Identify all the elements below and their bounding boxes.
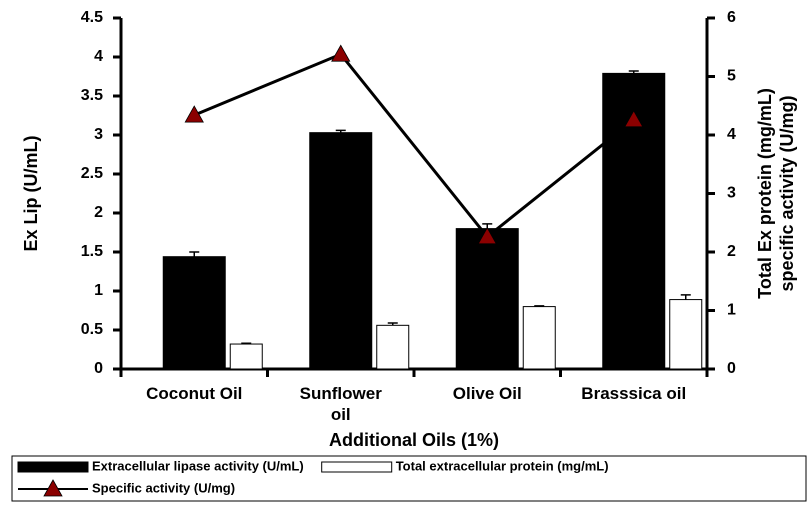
y-tick-label: 3.5: [81, 87, 103, 104]
y-tick-label: 2.5: [81, 165, 103, 182]
error-bar: [335, 129, 346, 133]
error-bar: [628, 70, 639, 74]
y2-tick-label: 2: [727, 243, 736, 260]
x-tick-label-box: Coconut Oil: [146, 384, 243, 403]
y2-tick-label: 5: [727, 68, 736, 85]
y-tick-label: 1: [94, 282, 103, 299]
legend-swatch: [17, 461, 89, 473]
x-tick-label: Sunflower oil: [299, 384, 382, 424]
y2-axis-title: specific activity (U/mg): [777, 95, 797, 291]
x-tick-label-box: Brasssica oil: [581, 384, 687, 403]
bar: [669, 299, 703, 370]
y-tick-label: 4.5: [81, 9, 103, 26]
error-bar: [680, 294, 691, 300]
legend-swatch: [321, 461, 393, 473]
y2-axis-title: Total Ex protein (mg/mL): [755, 88, 775, 299]
legend-label: Extracellular lipase activity (U/mL): [92, 458, 304, 473]
bar: [376, 324, 410, 370]
y-tick-label: 0: [94, 360, 103, 377]
y2-tick-label: 0: [727, 360, 736, 377]
y2-tick-label: 1: [727, 302, 736, 319]
y-tick-label: 3: [94, 126, 103, 143]
y-tick-label: 0.5: [81, 321, 103, 338]
legend-label: Total extracellular protein (mg/mL): [396, 458, 609, 473]
x-tick-label: Coconut Oil: [146, 384, 243, 403]
x-tick-label-box: Olive Oil: [452, 384, 522, 403]
bar: [309, 132, 373, 370]
bar: [229, 343, 263, 370]
line-marker: [331, 44, 351, 62]
y-tick-label: 4: [94, 48, 103, 65]
error-bar: [241, 342, 252, 345]
line: [193, 52, 635, 239]
x-tick-label: Brasssica oil: [581, 384, 687, 403]
bar: [522, 306, 556, 370]
y2-tick-label: 6: [727, 9, 736, 26]
error-bar: [534, 305, 545, 307]
legend-box: [11, 455, 807, 502]
line-marker: [184, 105, 204, 123]
line-marker: [624, 109, 644, 128]
y-tick-label: 1.5: [81, 243, 103, 260]
y2-tick-label: 4: [727, 126, 736, 143]
error-bar: [189, 251, 200, 257]
y-axis-title: Ex Lip (U/mL): [21, 135, 41, 251]
error-bar: [387, 322, 398, 326]
line-marker: [477, 226, 497, 245]
y2-tick-label: 3: [727, 185, 736, 202]
x-tick-label: Olive Oil: [452, 384, 522, 403]
bar: [455, 228, 519, 370]
x-tick-label-box: Sunflower oil: [299, 384, 382, 424]
legend-label: Specific activity (U/mg): [92, 480, 235, 495]
y-tick-label: 2: [94, 204, 103, 221]
x-axis-title: Additional Oils (1%): [329, 430, 499, 450]
bar: [162, 256, 226, 370]
legend-marker: [43, 479, 63, 497]
